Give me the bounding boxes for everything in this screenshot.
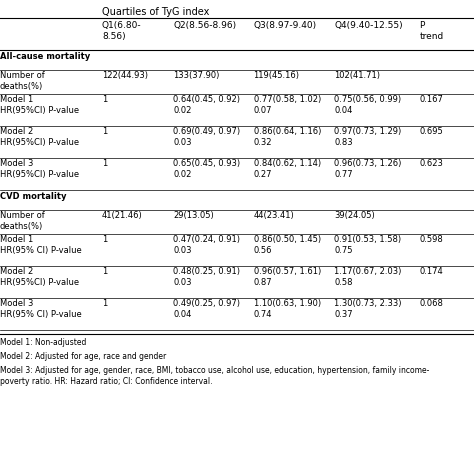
Text: 0.77(0.58, 1.02)
0.07: 0.77(0.58, 1.02) 0.07	[254, 95, 321, 115]
Text: 0.623: 0.623	[419, 159, 443, 168]
Text: 119(45.16): 119(45.16)	[254, 71, 300, 80]
Text: Model 2: Adjusted for age, race and gender: Model 2: Adjusted for age, race and gend…	[0, 352, 166, 361]
Text: 0.69(0.49, 0.97)
0.03: 0.69(0.49, 0.97) 0.03	[173, 127, 240, 147]
Text: 1: 1	[102, 235, 107, 244]
Text: Model 1: Non-adjusted: Model 1: Non-adjusted	[0, 338, 86, 347]
Text: 0.96(0.73, 1.26)
0.77: 0.96(0.73, 1.26) 0.77	[334, 159, 401, 179]
Text: Number of
deaths(%): Number of deaths(%)	[0, 211, 45, 231]
Text: 122(44.93): 122(44.93)	[102, 71, 148, 80]
Text: 0.47(0.24, 0.91)
0.03: 0.47(0.24, 0.91) 0.03	[173, 235, 240, 255]
Text: 133(37.90): 133(37.90)	[173, 71, 219, 80]
Text: 44(23.41): 44(23.41)	[254, 211, 294, 220]
Text: 0.75(0.56, 0.99)
0.04: 0.75(0.56, 0.99) 0.04	[334, 95, 401, 115]
Text: Model 2
HR(95%CI) P-value: Model 2 HR(95%CI) P-value	[0, 267, 79, 287]
Text: 1.10(0.63, 1.90)
0.74: 1.10(0.63, 1.90) 0.74	[254, 299, 321, 319]
Text: 0.174: 0.174	[419, 267, 443, 276]
Text: 0.91(0.53, 1.58)
0.75: 0.91(0.53, 1.58) 0.75	[334, 235, 401, 255]
Text: 1.17(0.67, 2.03)
0.58: 1.17(0.67, 2.03) 0.58	[334, 267, 401, 287]
Text: 0.068: 0.068	[419, 299, 443, 308]
Text: 0.86(0.64, 1.16)
0.32: 0.86(0.64, 1.16) 0.32	[254, 127, 321, 147]
Text: Model 3
HR(95%CI) P-value: Model 3 HR(95%CI) P-value	[0, 159, 79, 179]
Text: 1: 1	[102, 267, 107, 276]
Text: Q4(9.40-12.55): Q4(9.40-12.55)	[334, 21, 403, 30]
Text: 0.49(0.25, 0.97)
0.04: 0.49(0.25, 0.97) 0.04	[173, 299, 240, 319]
Text: 1: 1	[102, 299, 107, 308]
Text: P
trend: P trend	[419, 21, 444, 41]
Text: Quartiles of TyG index: Quartiles of TyG index	[102, 7, 210, 17]
Text: 0.65(0.45, 0.93)
0.02: 0.65(0.45, 0.93) 0.02	[173, 159, 240, 179]
Text: 0.695: 0.695	[419, 127, 443, 136]
Text: Model 3: Adjusted for age, gender, race, BMI, tobacco use, alcohol use, educatio: Model 3: Adjusted for age, gender, race,…	[0, 366, 429, 386]
Text: Number of
deaths(%): Number of deaths(%)	[0, 71, 45, 91]
Text: 1: 1	[102, 159, 107, 168]
Text: Model 1
HR(95%CI) P-value: Model 1 HR(95%CI) P-value	[0, 95, 79, 115]
Text: 0.97(0.73, 1.29)
0.83: 0.97(0.73, 1.29) 0.83	[334, 127, 401, 147]
Text: CVD mortality: CVD mortality	[0, 192, 66, 201]
Text: 1: 1	[102, 95, 107, 104]
Text: Q2(8.56-8.96): Q2(8.56-8.96)	[173, 21, 236, 30]
Text: Model 2
HR(95%CI) P-value: Model 2 HR(95%CI) P-value	[0, 127, 79, 147]
Text: Model 3
HR(95% CI) P-value: Model 3 HR(95% CI) P-value	[0, 299, 82, 319]
Text: Q1(6.80-
8.56): Q1(6.80- 8.56)	[102, 21, 142, 41]
Text: 102(41.71): 102(41.71)	[334, 71, 380, 80]
Text: 0.48(0.25, 0.91)
0.03: 0.48(0.25, 0.91) 0.03	[173, 267, 240, 287]
Text: 0.167: 0.167	[419, 95, 443, 104]
Text: 0.598: 0.598	[419, 235, 443, 244]
Text: 0.84(0.62, 1.14)
0.27: 0.84(0.62, 1.14) 0.27	[254, 159, 321, 179]
Text: Model 1
HR(95% CI) P-value: Model 1 HR(95% CI) P-value	[0, 235, 82, 255]
Text: 1: 1	[102, 127, 107, 136]
Text: 0.96(0.57, 1.61)
0.87: 0.96(0.57, 1.61) 0.87	[254, 267, 321, 287]
Text: 29(13.05): 29(13.05)	[173, 211, 214, 220]
Text: 0.86(0.50, 1.45)
0.56: 0.86(0.50, 1.45) 0.56	[254, 235, 321, 255]
Text: All-cause mortality: All-cause mortality	[0, 52, 90, 61]
Text: 39(24.05): 39(24.05)	[334, 211, 375, 220]
Text: 1.30(0.73, 2.33)
0.37: 1.30(0.73, 2.33) 0.37	[334, 299, 401, 319]
Text: 41(21.46): 41(21.46)	[102, 211, 143, 220]
Text: 0.64(0.45, 0.92)
0.02: 0.64(0.45, 0.92) 0.02	[173, 95, 240, 115]
Text: Q3(8.97-9.40): Q3(8.97-9.40)	[254, 21, 317, 30]
